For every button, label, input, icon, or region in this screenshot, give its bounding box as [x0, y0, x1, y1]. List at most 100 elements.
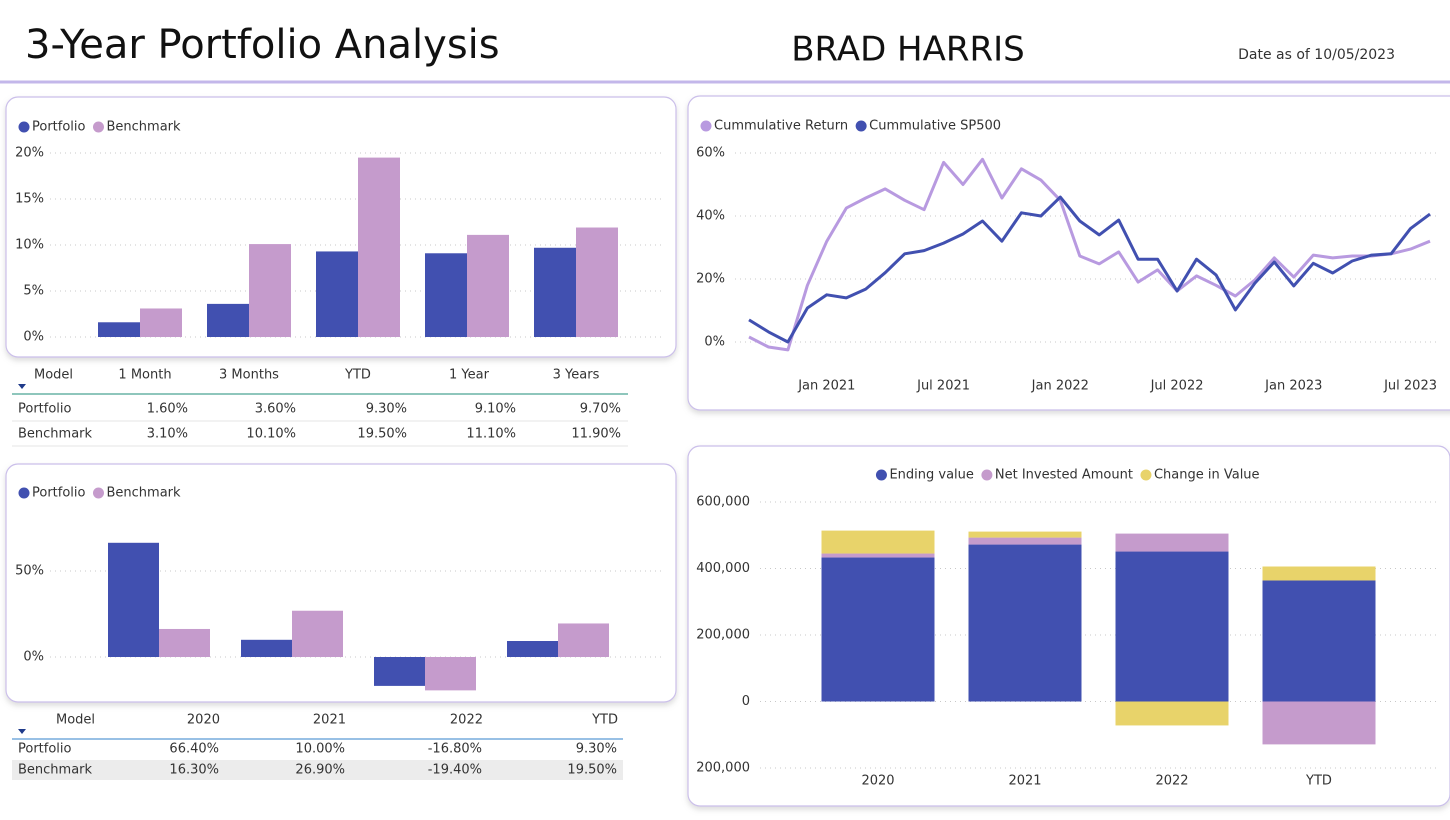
bar	[558, 623, 609, 657]
table-cell: -19.40%	[428, 763, 482, 778]
table-cell: 9.70%	[580, 402, 621, 417]
column-header: 2021	[313, 713, 346, 728]
legend-label: Net Invested Amount	[995, 468, 1133, 483]
bar-segment	[968, 531, 1082, 538]
bar	[467, 234, 509, 337]
table-cell: 10.00%	[295, 742, 345, 757]
y-tick-label: 0%	[704, 335, 725, 350]
column-header: 2022	[450, 713, 483, 728]
y-tick-label: 20%	[696, 272, 725, 287]
y-tick-label: 0%	[23, 650, 44, 665]
legend-label: Benchmark	[106, 486, 181, 501]
table-cell: Benchmark	[18, 763, 93, 778]
row-shade	[12, 760, 623, 780]
y-tick-label: 15%	[15, 192, 44, 207]
y-tick-label: 5%	[23, 284, 44, 299]
bar-segment	[821, 553, 935, 558]
page-title: 3-Year Portfolio Analysis	[25, 22, 500, 68]
table-cell: 66.40%	[169, 742, 219, 757]
table-cell: 26.90%	[295, 763, 345, 778]
line-series	[748, 195, 1431, 344]
legend-swatch	[981, 469, 993, 481]
table-cell: 9.30%	[576, 742, 617, 757]
y-tick-label: 200,000	[696, 628, 750, 643]
bar	[140, 308, 182, 337]
column-header: Model	[34, 368, 73, 383]
table-cell: 11.90%	[571, 427, 621, 442]
bar	[241, 639, 292, 657]
x-tick-label: Jan 2021	[797, 378, 855, 393]
x-tick-label: 2021	[1008, 774, 1041, 789]
y-tick-label: 0	[742, 694, 750, 709]
legend-label: Portfolio	[32, 486, 86, 501]
x-tick-label: Jul 2022	[1150, 378, 1204, 393]
x-tick-label: YTD	[1305, 774, 1332, 789]
bar-segment	[1262, 701, 1376, 745]
column-header: Model	[56, 713, 95, 728]
y-tick-label: 600,000	[696, 495, 750, 510]
column-header: 3 Years	[553, 368, 600, 383]
legend-swatch	[18, 121, 30, 133]
legend-swatch	[92, 487, 104, 499]
x-tick-label: Jan 2022	[1031, 378, 1089, 393]
legend-label: Ending value	[889, 468, 973, 483]
bar-segment	[1115, 701, 1229, 726]
table-cell: Portfolio	[18, 742, 72, 757]
bar-segment	[1115, 551, 1229, 702]
legend-swatch	[18, 487, 30, 499]
table-cell: 10.10%	[246, 427, 296, 442]
x-tick-label: Jan 2023	[1264, 378, 1322, 393]
table-cell: 1.60%	[147, 402, 188, 417]
bar	[249, 244, 291, 337]
bar	[316, 251, 358, 337]
sort-arrow	[18, 384, 26, 389]
legend-label: Cummulative SP500	[869, 119, 1001, 134]
bar-segment	[1262, 566, 1376, 581]
bar-segment	[968, 544, 1082, 702]
y-tick-label: 200,000	[696, 761, 750, 776]
column-header: 1 Year	[449, 368, 490, 383]
table-cell: 9.30%	[366, 402, 407, 417]
y-tick-label: 20%	[15, 146, 44, 161]
table-cell: 19.50%	[357, 427, 407, 442]
bar	[292, 610, 343, 657]
sort-arrow	[18, 729, 26, 734]
bar	[108, 542, 159, 657]
panel	[687, 95, 1450, 411]
bar-segment	[821, 530, 935, 554]
x-tick-label: Jul 2023	[1383, 378, 1437, 393]
table-cell: 16.30%	[169, 763, 219, 778]
legend-label: Change in Value	[1154, 468, 1260, 483]
legend-label: Cummulative Return	[714, 119, 848, 134]
column-header: 3 Months	[219, 368, 279, 383]
bar-segment	[968, 537, 1082, 545]
bar-segment	[1262, 580, 1376, 702]
table-cell: 9.10%	[475, 402, 516, 417]
legend-swatch	[855, 120, 867, 132]
legend-label: Portfolio	[32, 120, 86, 135]
bar	[576, 227, 618, 337]
client-name: BRAD HARRIS	[791, 30, 1025, 70]
legend-swatch	[875, 469, 887, 481]
table-cell: 3.60%	[255, 402, 296, 417]
bar	[425, 657, 476, 691]
bar	[534, 247, 576, 337]
y-tick-label: 10%	[15, 238, 44, 253]
table-cell: 19.50%	[567, 763, 617, 778]
bar	[507, 641, 558, 657]
table-cell: -16.80%	[428, 742, 482, 757]
legend-swatch	[92, 121, 104, 133]
as-of-date: Date as of 10/05/2023	[1238, 47, 1395, 63]
x-tick-label: Jul 2021	[916, 378, 970, 393]
bar	[358, 157, 400, 337]
column-header: YTD	[591, 713, 618, 728]
bar	[207, 303, 249, 337]
bar	[98, 322, 140, 337]
column-header: YTD	[344, 368, 371, 383]
x-tick-label: 2022	[1155, 774, 1188, 789]
bar	[159, 628, 210, 657]
column-header: 2020	[187, 713, 220, 728]
table-cell: 11.10%	[466, 427, 516, 442]
legend-swatch	[700, 120, 712, 132]
